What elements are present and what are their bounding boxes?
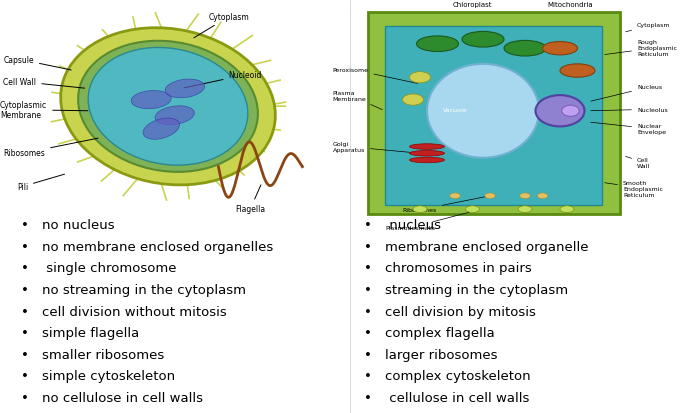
Text: Cell
Wall: Cell Wall [626,157,650,168]
Text: Rough
Endoplasmic
Reticulum: Rough Endoplasmic Reticulum [605,40,677,57]
Text: Capsule: Capsule [4,55,71,71]
Text: •: • [364,240,372,253]
Ellipse shape [561,106,580,117]
Text: Nucleoid: Nucleoid [184,71,262,89]
Text: •: • [364,391,372,404]
Text: Vacuole: Vacuole [442,107,468,112]
Ellipse shape [410,73,430,83]
Text: •: • [21,262,29,275]
Ellipse shape [484,193,496,199]
Ellipse shape [141,120,181,138]
Text: •: • [21,326,29,339]
Text: •: • [364,305,372,318]
Text: simple cytoskeleton: simple cytoskeleton [42,369,175,382]
Ellipse shape [542,43,578,56]
Text: Nucleus: Nucleus [591,85,662,102]
Ellipse shape [416,37,459,52]
Ellipse shape [132,90,171,110]
Ellipse shape [518,206,532,213]
Ellipse shape [410,158,444,164]
Text: Nuclear
Envelope: Nuclear Envelope [591,123,666,135]
Ellipse shape [410,145,444,150]
Text: membrane enclosed organelle: membrane enclosed organelle [385,240,589,253]
Text: Cell Wall: Cell Wall [4,78,85,89]
Text: •: • [21,240,29,253]
Text: Golgi
Apparatus: Golgi Apparatus [332,142,417,154]
Text: streaming in the cytoplasm: streaming in the cytoplasm [385,283,568,296]
Text: cell division by mitosis: cell division by mitosis [385,305,536,318]
Text: •: • [21,219,29,232]
Text: •: • [364,326,372,339]
Ellipse shape [427,65,539,158]
Ellipse shape [413,206,427,213]
Text: complex flagella: complex flagella [385,326,495,339]
FancyBboxPatch shape [368,13,620,214]
Text: Smooth
Endoplasmic
Reticulum: Smooth Endoplasmic Reticulum [605,181,663,197]
Ellipse shape [538,193,547,199]
Text: •: • [21,369,29,382]
Ellipse shape [165,80,204,99]
Text: cellulose in cell walls: cellulose in cell walls [385,391,529,404]
Text: •: • [364,219,372,232]
Text: •: • [364,283,372,296]
Text: Cytoplasm: Cytoplasm [626,23,671,33]
Ellipse shape [536,96,584,127]
Text: no cellulose in cell walls: no cellulose in cell walls [42,391,203,404]
Text: cell division without mitosis: cell division without mitosis [42,305,227,318]
Ellipse shape [402,95,423,106]
Text: •: • [21,391,29,404]
Text: •: • [21,283,29,296]
Text: Ribosomes: Ribosomes [4,139,98,158]
Text: larger ribosomes: larger ribosomes [385,348,498,361]
Text: Plasmodesmata: Plasmodesmata [385,213,470,231]
Text: single chromosome: single chromosome [42,262,176,275]
Text: no membrane enclosed organelles: no membrane enclosed organelles [42,240,273,253]
Text: simple flagella: simple flagella [42,326,139,339]
Text: chromosomes in pairs: chromosomes in pairs [385,262,532,275]
Text: •: • [364,348,372,361]
Ellipse shape [560,206,574,213]
Text: Nucleolus: Nucleolus [591,107,668,112]
Text: nucleus: nucleus [385,219,441,232]
Text: complex cytoskeleton: complex cytoskeleton [385,369,531,382]
Text: Peroxisome: Peroxisome [332,67,417,84]
Ellipse shape [466,206,480,213]
Text: Cytoplasmic
Membrane: Cytoplasmic Membrane [0,101,88,120]
Ellipse shape [155,107,195,125]
Text: •: • [21,348,29,361]
Text: •: • [364,262,372,275]
Ellipse shape [449,193,461,199]
FancyBboxPatch shape [385,27,602,205]
Text: Mitochondria: Mitochondria [547,2,594,8]
Ellipse shape [78,42,258,173]
Text: no streaming in the cytoplasm: no streaming in the cytoplasm [42,283,246,296]
Text: Chloroplast: Chloroplast [453,2,492,8]
Text: Pili: Pili [17,175,64,192]
Ellipse shape [88,48,248,166]
Ellipse shape [410,151,444,157]
Text: •: • [364,369,372,382]
Ellipse shape [560,65,595,78]
Text: no nucleus: no nucleus [42,219,115,232]
Ellipse shape [519,193,531,199]
Ellipse shape [462,32,504,48]
Text: •: • [21,305,29,318]
Text: Ribosomes: Ribosomes [402,197,487,213]
Text: smaller ribosomes: smaller ribosomes [42,348,164,361]
Text: Cytoplasm: Cytoplasm [194,13,249,39]
Text: Plasma
Membrane: Plasma Membrane [332,90,382,110]
Ellipse shape [61,28,275,185]
Ellipse shape [504,41,546,57]
Text: Flagella: Flagella [235,185,265,214]
